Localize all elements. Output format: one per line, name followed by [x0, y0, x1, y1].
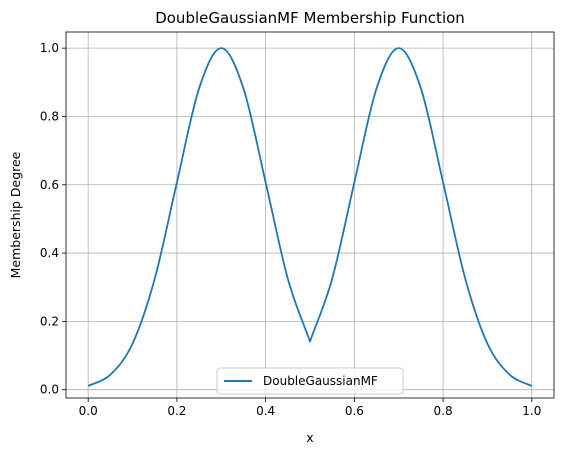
series: [87, 47, 533, 387]
y-tick-label: 0.6: [40, 178, 59, 192]
y-axis-label: Membership Degree: [8, 151, 23, 278]
ticks: 0.0 0.2 0.4 0.6 0.8 1.0 0.0 0.2 0.4 0.6 0.8 1.0: [40, 41, 541, 418]
x-tick-label: 0.2: [167, 404, 186, 418]
y-tick-label: 1.0: [40, 41, 59, 55]
y-tick-label: 0.0: [40, 383, 59, 397]
x-tick-label: 0.6: [345, 404, 364, 418]
x-tick-label: 1.0: [522, 404, 541, 418]
x-axis-label: x: [306, 430, 313, 445]
x-tick-label: 0.0: [79, 404, 98, 418]
x-tick-label: 0.4: [256, 404, 275, 418]
y-tick-label: 0.8: [40, 109, 59, 123]
series-line: [87, 47, 533, 387]
plot-frame: [65, 31, 555, 399]
grid: [66, 32, 554, 398]
y-tick-label: 0.2: [40, 314, 59, 328]
chart-title: DoubleGaussianMF Membership Function: [155, 9, 465, 27]
x-tick-label: 0.8: [434, 404, 453, 418]
legend-box: [216, 367, 404, 395]
y-tick-label: 0.4: [40, 246, 59, 260]
legend-label: DoubleGaussianMF: [263, 374, 378, 388]
legend: DoubleGaussianMF: [216, 367, 404, 395]
